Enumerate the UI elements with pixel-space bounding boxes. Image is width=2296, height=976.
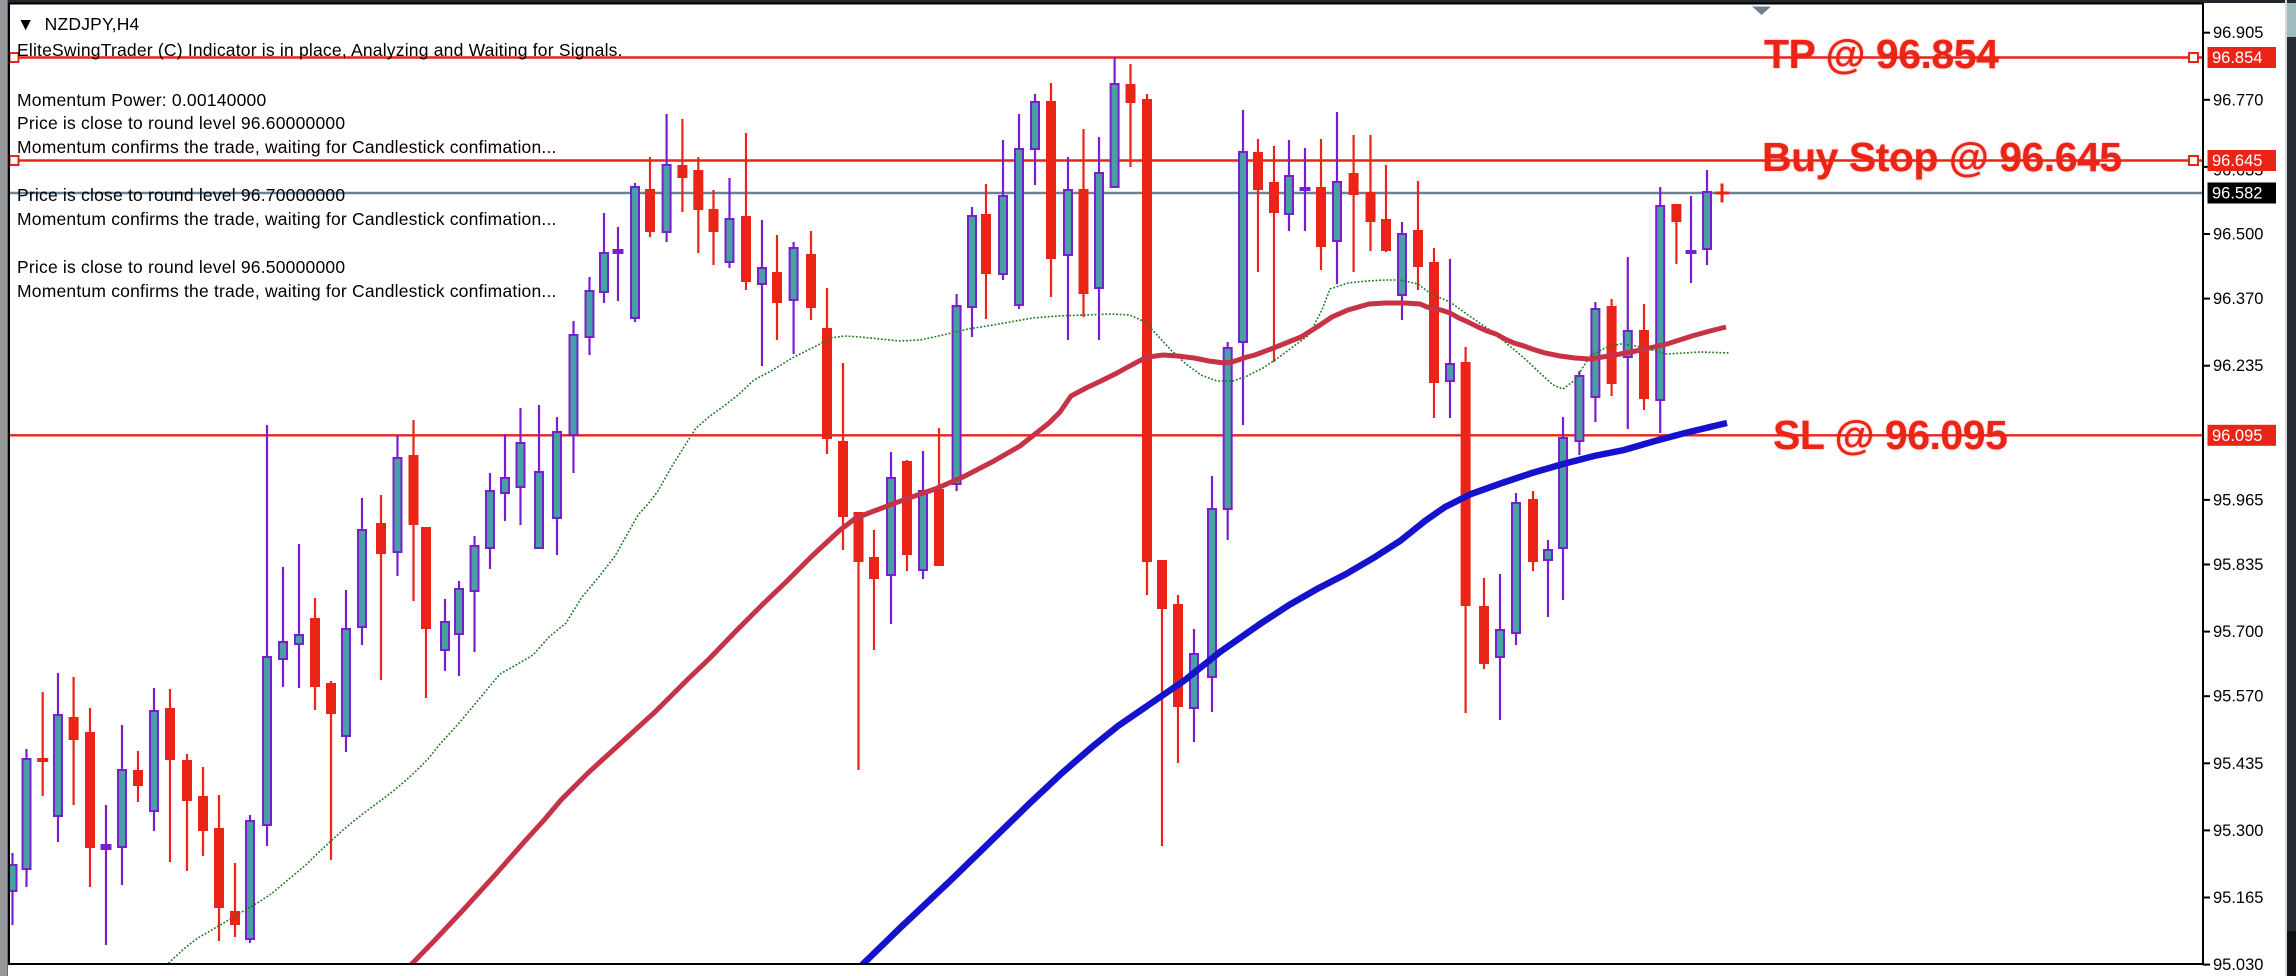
- svg-text:96.095: 96.095: [2212, 427, 2262, 445]
- svg-text:96.582: 96.582: [2212, 185, 2262, 203]
- svg-text:95.835: 95.835: [2213, 556, 2263, 574]
- svg-text:96.370: 96.370: [2213, 290, 2263, 308]
- svg-text:95.700: 95.700: [2213, 623, 2263, 641]
- svg-text:95.570: 95.570: [2213, 688, 2263, 706]
- svg-text:96.500: 96.500: [2213, 226, 2263, 244]
- svg-text:95.300: 95.300: [2213, 822, 2263, 840]
- svg-text:96.645: 96.645: [2212, 152, 2262, 170]
- svg-text:95.165: 95.165: [2213, 889, 2263, 907]
- svg-text:96.905: 96.905: [2213, 24, 2263, 42]
- svg-text:96.770: 96.770: [2213, 91, 2263, 109]
- svg-text:95.435: 95.435: [2213, 755, 2263, 773]
- svg-text:95.965: 95.965: [2213, 491, 2263, 509]
- svg-text:95.030: 95.030: [2213, 956, 2263, 974]
- svg-text:96.854: 96.854: [2212, 49, 2262, 67]
- svg-text:96.235: 96.235: [2213, 357, 2263, 375]
